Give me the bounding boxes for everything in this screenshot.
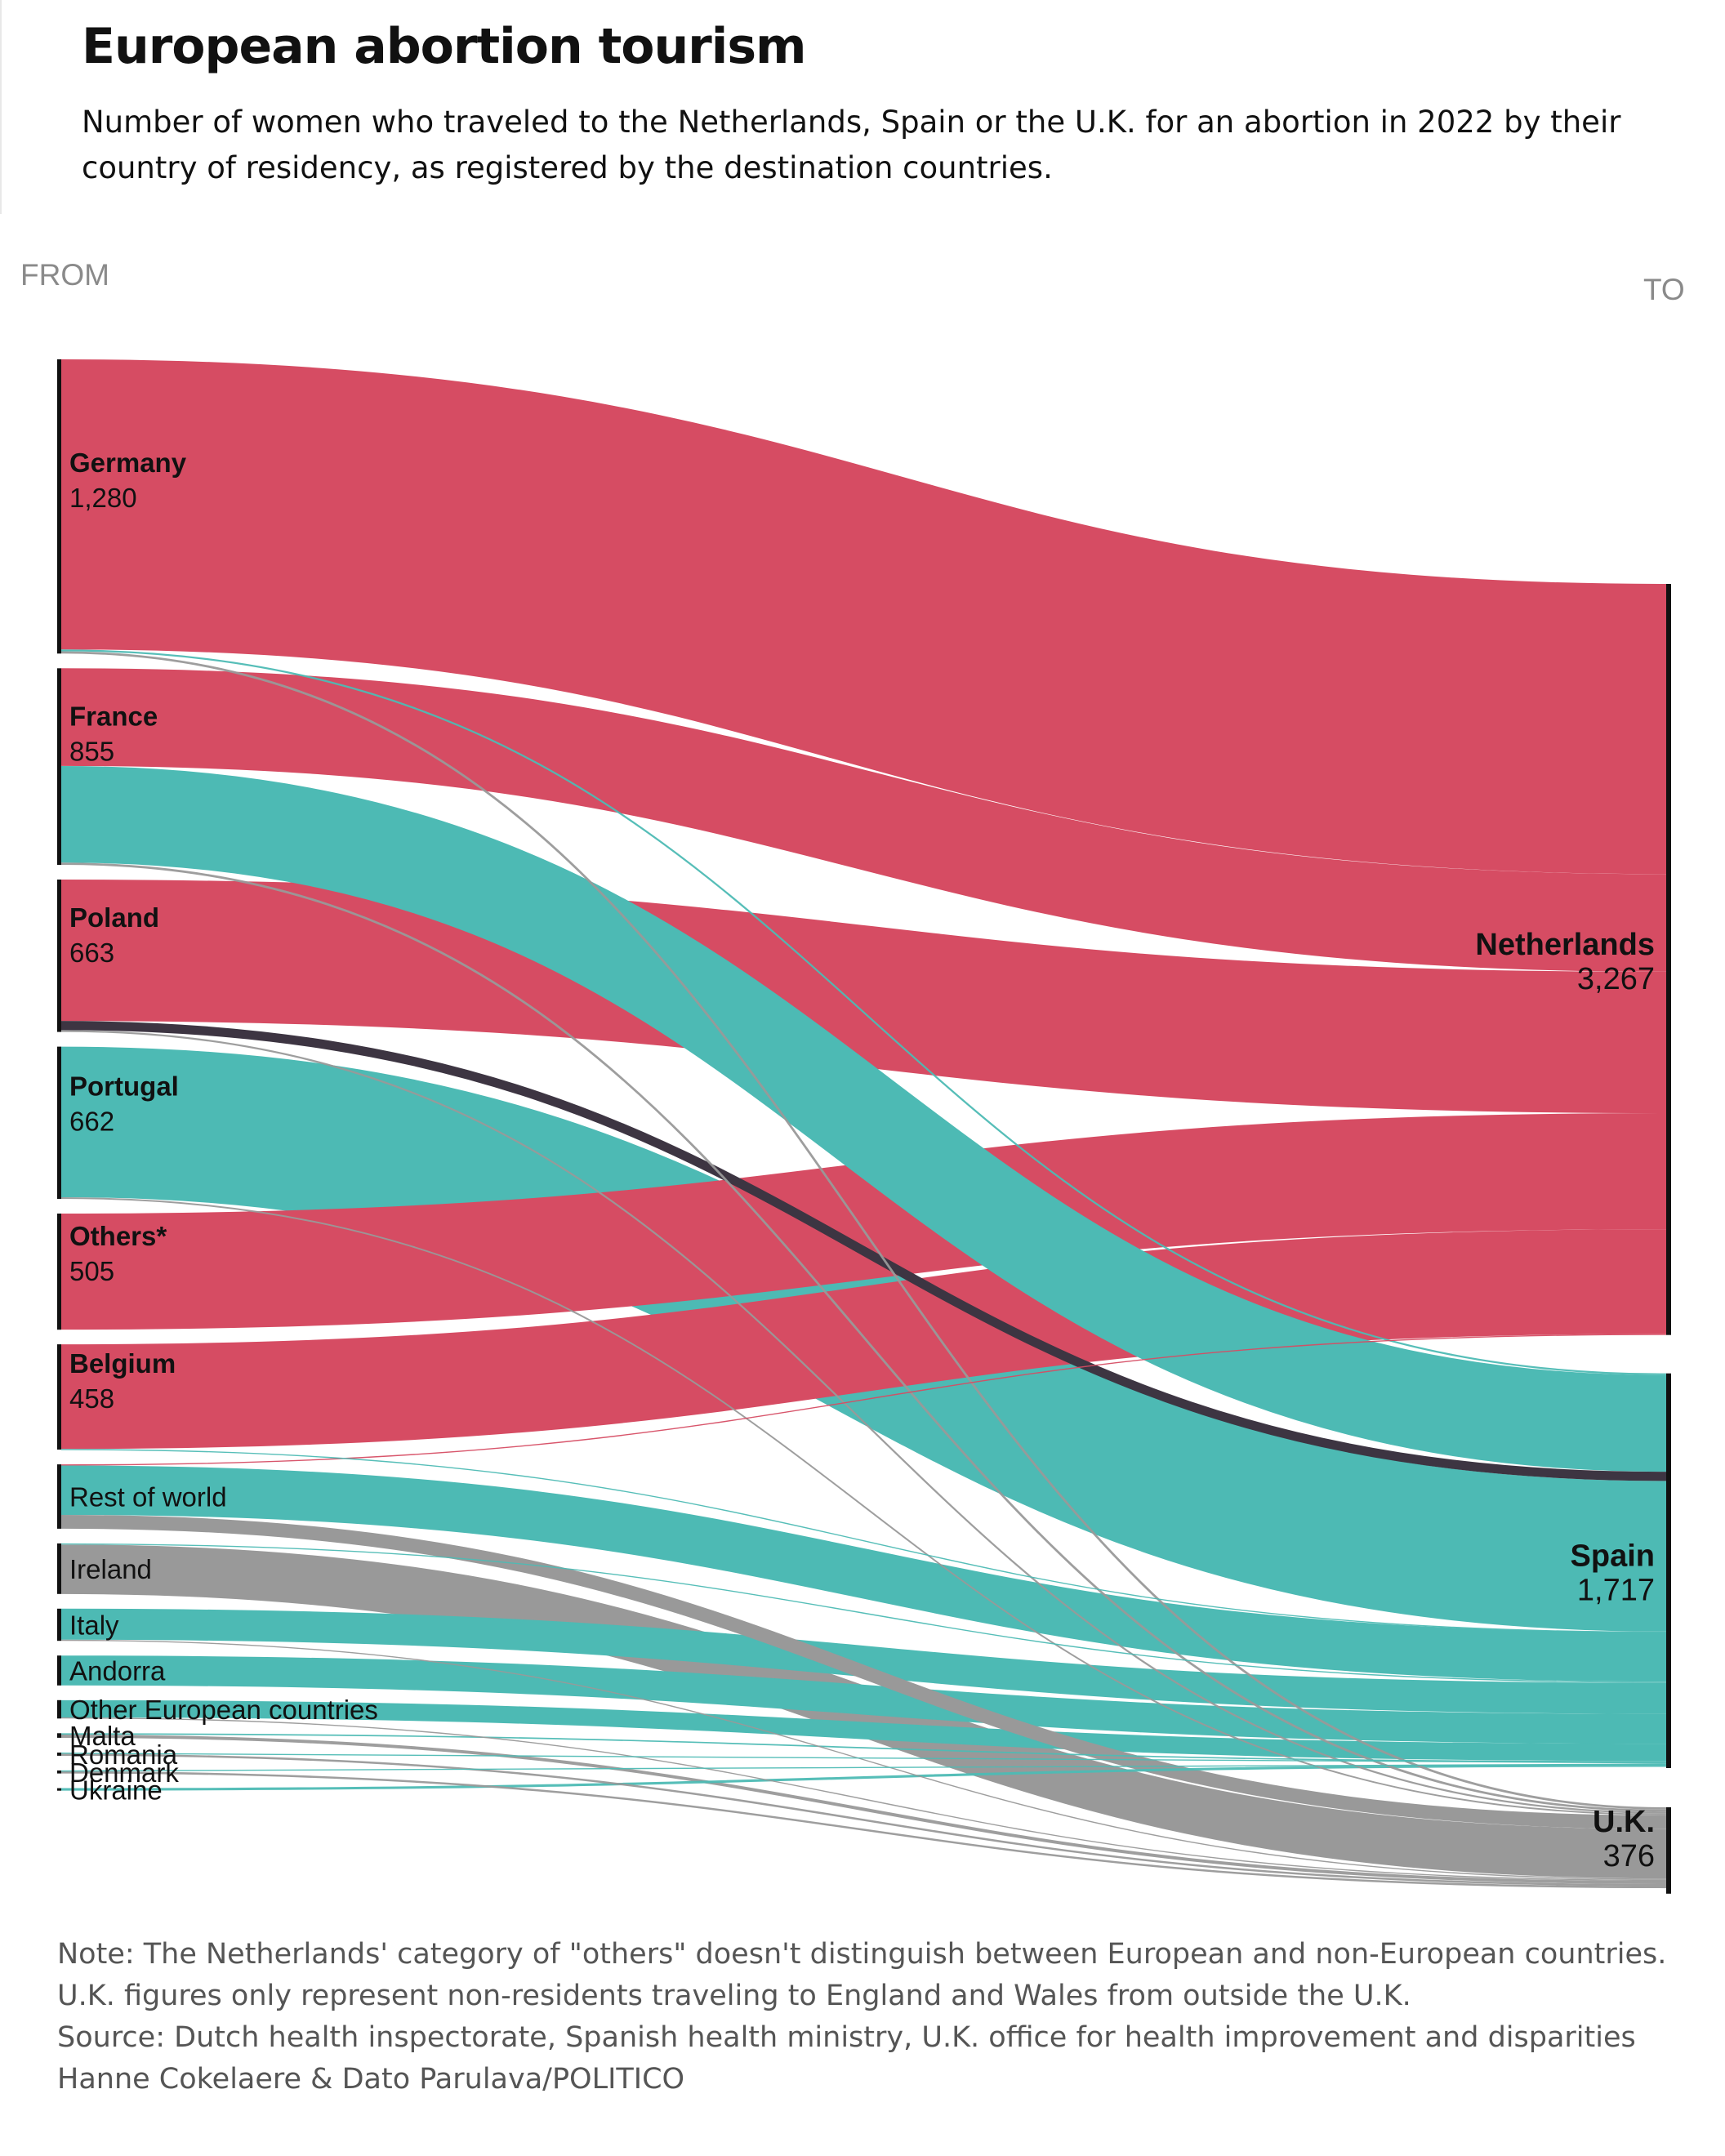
node-bar-germany <box>57 359 61 654</box>
source-label-romania: Romania <box>69 1740 178 1770</box>
target-value-netherlands: 3,267 <box>1577 962 1655 996</box>
node-bar-france <box>57 668 61 865</box>
target-label-spain: Spain <box>1571 1539 1655 1573</box>
node-bar-romania <box>57 1753 61 1756</box>
from-axis-label: FROM <box>20 258 109 292</box>
node-bar-portugal <box>57 1046 61 1199</box>
flow-links <box>60 359 1667 1889</box>
flow-malta-to-u-k <box>60 1735 1667 1884</box>
flow-other-european-countries-to-spain <box>60 1699 1667 1762</box>
flow-romania-to-u-k <box>60 1753 1667 1886</box>
flow-italy-to-spain <box>60 1608 1667 1714</box>
footnote-uk: U.K. figures only represent non-resident… <box>57 1980 1411 2012</box>
flow-france-to-u-k <box>60 862 1667 1812</box>
source-label-france: France <box>69 701 158 731</box>
source-label-other-european-countries: Other European countries <box>69 1695 378 1725</box>
flow-denmark-to-u-k <box>60 1771 1667 1889</box>
sankey-chart: Germany 1,280 France 855 Poland 663 Portugal 66… <box>57 359 1671 1894</box>
flow-ukraine-to-spain <box>60 1764 1667 1791</box>
chart-footnotes: Note: The Netherlands' category of "othe… <box>57 1934 1707 2100</box>
node-bar-netherlands <box>1666 584 1671 1335</box>
flow-germany-to-spain <box>60 649 1667 1375</box>
chart-subtitle: Number of women who traveled to the Neth… <box>82 105 1621 185</box>
footnote-others: Note: The Netherlands' category of "othe… <box>57 1938 1667 1971</box>
node-bar-ireland <box>57 1543 61 1594</box>
node-bar-italy <box>57 1608 61 1642</box>
source-label-ireland: Ireland <box>69 1554 152 1584</box>
source-label-andorra: Andorra <box>69 1656 166 1686</box>
header-divider-line <box>0 0 2 214</box>
chart-title: European abortion tourism <box>82 18 807 75</box>
target-value-u-k: 376 <box>1603 1839 1655 1873</box>
flow-poland-to-spain <box>60 1021 1667 1481</box>
source-line: Source: Dutch health inspectorate, Spani… <box>57 2021 1636 2054</box>
flow-rest-of-world-to-u-k <box>60 1514 1667 1829</box>
to-axis-label: TO <box>1643 273 1685 306</box>
flow-malta-to-spain <box>60 1733 1667 1762</box>
flow-germany-to-netherlands <box>60 359 1667 875</box>
flow-france-to-spain <box>60 765 1667 1472</box>
source-label-belgium: Belgium <box>69 1348 176 1379</box>
node-bar-andorra <box>57 1655 61 1686</box>
node-bar-u-k <box>1666 1807 1671 1894</box>
node-bar-others <box>57 1214 61 1330</box>
source-value-belgium: 458 <box>69 1383 114 1414</box>
flow-others-to-netherlands <box>60 1113 1667 1330</box>
node-bar-rest-of-world <box>57 1464 61 1529</box>
flow-rest-of-world-to-spain <box>60 1465 1667 1682</box>
node-bar-ukraine <box>57 1788 61 1791</box>
source-value-germany: 1,280 <box>69 483 137 513</box>
flow-belgium-to-netherlands <box>60 1229 1667 1450</box>
flow-other-european-countries-to-u-k <box>60 1717 1667 1882</box>
credit-line: Hanne Cokelaere & Dato Parulava/POLITICO <box>57 2063 685 2096</box>
node-bar-spain <box>1666 1373 1671 1768</box>
flow-ireland-to-spain <box>60 1543 1667 1683</box>
node-bar-other-european-countries <box>57 1699 61 1719</box>
source-label-poland: Poland <box>69 902 159 933</box>
source-label-others: Others* <box>69 1221 167 1251</box>
flow-portugal-to-u-k <box>60 1197 1667 1815</box>
source-label-portugal: Portugal <box>69 1071 179 1102</box>
target-label-netherlands: Netherlands <box>1475 928 1655 962</box>
flow-poland-to-u-k <box>60 1030 1667 1814</box>
node-bar-poland <box>57 880 61 1032</box>
source-value-france: 855 <box>69 736 114 766</box>
target-label-u-k: U.K. <box>1593 1805 1655 1839</box>
source-label-denmark: Denmark <box>69 1757 179 1788</box>
source-label-germany: Germany <box>69 448 187 478</box>
source-value-portugal: 662 <box>69 1107 114 1137</box>
flow-poland-to-netherlands <box>60 880 1667 1114</box>
flow-andorra-to-spain <box>60 1655 1667 1744</box>
flow-italy-to-u-k <box>60 1639 1667 1880</box>
source-label-italy: Italy <box>69 1610 119 1641</box>
source-label-malta: Malta <box>69 1721 136 1751</box>
flow-rest-of-world-to-netherlands <box>60 1334 1667 1466</box>
flow-germany-to-u-k <box>60 651 1667 1810</box>
node-bar-belgium <box>57 1344 61 1450</box>
source-nodes: Germany 1,280 France 855 Poland 663 Portugal 66… <box>57 359 378 1806</box>
source-value-others: 505 <box>69 1256 114 1286</box>
node-bar-denmark <box>57 1770 61 1774</box>
flow-belgium-to-spain <box>60 1449 1667 1633</box>
flow-france-to-netherlands <box>60 668 1667 972</box>
source-label-rest-of-world: Rest of world <box>69 1482 227 1512</box>
target-value-spain: 1,717 <box>1577 1573 1655 1607</box>
source-label-ukraine: Ukraine <box>69 1775 163 1806</box>
source-value-poland: 663 <box>69 938 114 968</box>
node-bar-malta <box>57 1733 61 1738</box>
